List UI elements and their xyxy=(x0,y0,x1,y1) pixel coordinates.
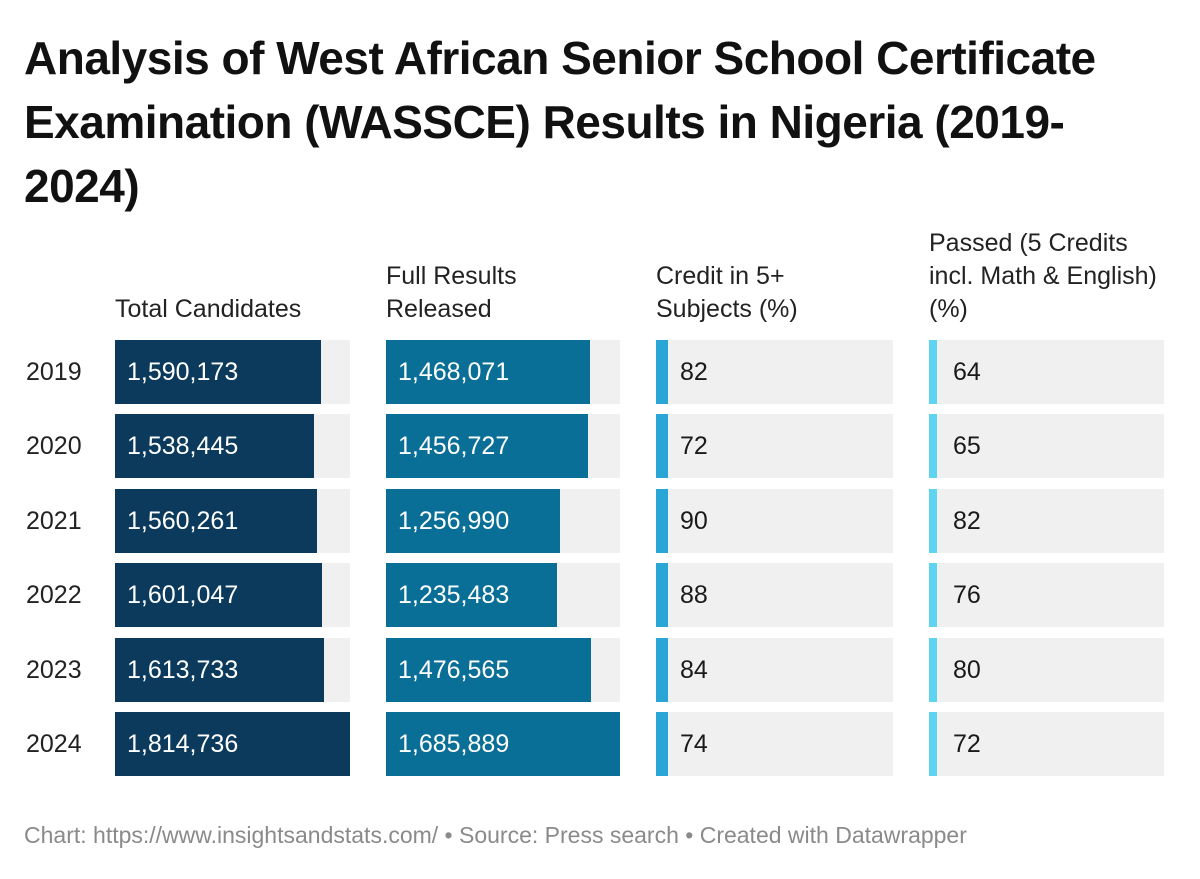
row-label-year: 2023 xyxy=(26,655,82,684)
value-label: 1,814,736 xyxy=(127,730,239,758)
chart-footer: Chart: https://www.insightsandstats.com/… xyxy=(24,822,967,848)
bar-total_candidates xyxy=(115,637,324,702)
bar-full_results xyxy=(386,414,589,479)
table-cell-full_results: 1,685,889 xyxy=(386,712,620,776)
column-header-credit_5plus: Credit in 5+ Subjects (%) xyxy=(656,262,798,323)
column-header-total_candidates: Total Candidates xyxy=(115,295,302,323)
value-label: 90 xyxy=(680,506,708,535)
value-label: 1,601,047 xyxy=(127,581,239,610)
value-label: 84 xyxy=(680,655,708,684)
value-label: 80 xyxy=(953,655,981,684)
table-cell-passed: 80 xyxy=(929,637,1164,702)
value-label: 1,476,565 xyxy=(398,655,510,684)
row-label-year: 2019 xyxy=(26,358,82,386)
bar-credit_5plus xyxy=(656,712,668,776)
bar-full_results xyxy=(386,637,591,702)
chart-title: Analysis of West African Senior School C… xyxy=(24,32,1096,212)
value-label: 1,538,445 xyxy=(127,432,239,461)
table-cell-total_candidates: 1,814,736 xyxy=(115,712,350,776)
table-cell-full_results: 1,476,565 xyxy=(386,637,620,702)
table-cell-credit_5plus: 82 xyxy=(656,340,893,404)
value-label: 1,560,261 xyxy=(127,506,239,535)
table-cell-credit_5plus: 88 xyxy=(656,563,893,628)
bar-credit_5plus xyxy=(656,414,668,479)
value-label: 82 xyxy=(953,506,981,535)
table-cell-credit_5plus: 72 xyxy=(656,414,893,479)
value-label: 1,256,990 xyxy=(398,506,510,535)
bar-total_candidates xyxy=(115,563,323,628)
bar-full_results xyxy=(386,712,620,776)
value-label: 1,456,727 xyxy=(398,432,510,461)
table-cell-total_candidates: 1,613,733 xyxy=(115,637,350,702)
bar-total_candidates xyxy=(115,340,321,404)
bar-total_candidates xyxy=(115,414,315,479)
table-cell-passed: 72 xyxy=(929,712,1164,776)
value-label: 64 xyxy=(953,358,981,386)
bar-passed xyxy=(929,712,937,776)
bar-total_candidates xyxy=(115,712,350,776)
value-label: 72 xyxy=(953,730,981,758)
table-cell-credit_5plus: 90 xyxy=(656,488,893,553)
bar-total_candidates xyxy=(115,488,318,553)
value-label: 1,685,889 xyxy=(398,730,510,758)
row-label-year: 2020 xyxy=(26,432,82,461)
value-label: 1,235,483 xyxy=(398,581,510,610)
value-label: 88 xyxy=(680,581,708,610)
bar-passed xyxy=(929,488,937,553)
value-label: 1,590,173 xyxy=(127,358,239,386)
value-label: 74 xyxy=(680,730,708,758)
table-cell-total_candidates: 1,601,047 xyxy=(115,563,350,628)
table-cell-passed: 76 xyxy=(929,563,1164,628)
table-cell-full_results: 1,256,990 xyxy=(386,488,620,553)
row-label-year: 2022 xyxy=(26,581,82,610)
row-label-year: 2024 xyxy=(26,730,82,758)
bar-passed xyxy=(929,414,937,479)
value-label: 82 xyxy=(680,358,708,386)
table-cell-passed: 82 xyxy=(929,488,1164,553)
value-label: 72 xyxy=(680,432,708,461)
table-cell-total_candidates: 1,538,445 xyxy=(115,414,350,479)
value-label: 65 xyxy=(953,432,981,461)
bar-credit_5plus xyxy=(656,637,668,702)
bar-credit_5plus xyxy=(656,488,668,553)
bar-full_results xyxy=(386,563,558,628)
table-cell-passed: 65 xyxy=(929,414,1164,479)
bar-full_results xyxy=(386,488,561,553)
bar-credit_5plus xyxy=(656,563,668,628)
bar-passed xyxy=(929,563,937,628)
value-label: 76 xyxy=(953,581,981,610)
table-cell-passed: 64 xyxy=(929,340,1164,404)
table-cell-full_results: 1,468,071 xyxy=(386,340,620,404)
table-cell-full_results: 1,456,727 xyxy=(386,414,620,479)
value-label: 1,613,733 xyxy=(127,655,239,684)
bar-full_results xyxy=(386,340,590,404)
bar-credit_5plus xyxy=(656,340,668,404)
table-cell-credit_5plus: 84 xyxy=(656,637,893,702)
column-header-full_results: Full Results Released xyxy=(386,262,517,323)
table-cell-full_results: 1,235,483 xyxy=(386,563,620,628)
table-cell-total_candidates: 1,590,173 xyxy=(115,340,350,404)
row-label-year: 2021 xyxy=(26,506,82,535)
bar-passed xyxy=(929,637,937,702)
table-cell-credit_5plus: 74 xyxy=(656,712,893,776)
bar-passed xyxy=(929,340,937,404)
column-header-passed: Passed (5 Credits incl. Math & English) … xyxy=(929,229,1157,323)
table-cell-total_candidates: 1,560,261 xyxy=(115,488,350,553)
value-label: 1,468,071 xyxy=(398,358,510,386)
